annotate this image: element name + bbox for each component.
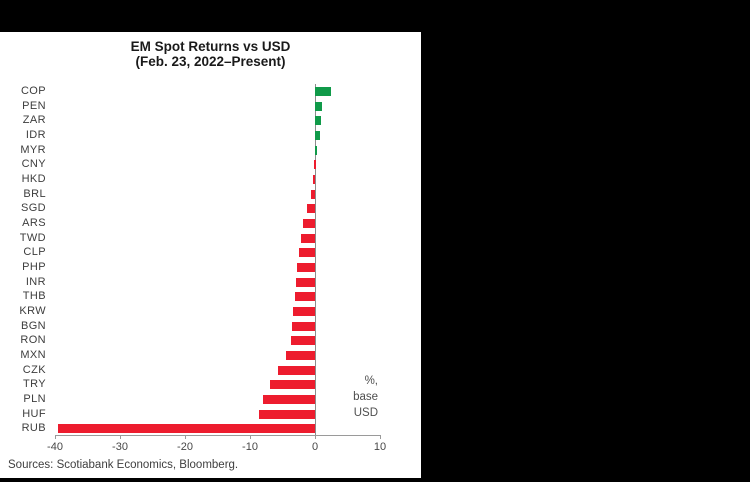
y-axis-label: TRY [22, 378, 46, 391]
plot-area: %, base USD -40 -30 -20 -10 0 10 [47, 84, 386, 453]
y-axis-label: SGD [20, 202, 46, 215]
x-axis-tick-label: -30 [112, 441, 128, 453]
y-axis-label: PLN [23, 392, 46, 405]
x-axis-tick-label: -10 [242, 441, 258, 453]
y-axis-label: KRW [19, 304, 46, 317]
y-axis-label: BGN [20, 319, 46, 332]
y-axis-label: ARS [22, 216, 46, 229]
bar-php [297, 262, 315, 272]
y-axis-label: CZK [22, 363, 46, 376]
annotation-line: %, [364, 374, 378, 387]
chart-title: EM Spot Returns vs USD [130, 39, 291, 54]
bar-huf [259, 409, 315, 419]
annotation-line: base [353, 390, 378, 403]
y-axis-label: PEN [22, 99, 46, 112]
y-axis-label: RUB [21, 422, 46, 435]
y-axis-label: MYR [20, 143, 46, 156]
zero-line [315, 84, 316, 435]
y-axis-label: HUF [22, 407, 46, 420]
x-axis-tick [120, 435, 121, 439]
bar-myr [315, 145, 317, 155]
bar-hkd [313, 174, 315, 184]
bar-krw [292, 306, 315, 316]
x-axis-tick [315, 435, 316, 439]
bar-rub [58, 424, 315, 434]
y-axis-label: TWD [19, 231, 46, 244]
units-annotation: %, base USD [353, 373, 378, 421]
bar-thb [294, 292, 315, 302]
y-axis-label: CNY [21, 158, 46, 171]
annotation-line: USD [353, 406, 378, 419]
x-axis-tick-label: 0 [311, 441, 319, 453]
bar-cny [314, 160, 316, 170]
chart-panel: EM Spot Returns vs USD (Feb. 23, 2022–Pr… [0, 32, 421, 478]
bar-pln [263, 394, 315, 404]
y-axis-label: CLP [23, 246, 46, 259]
bar-ron [290, 336, 315, 346]
bar-try [269, 380, 315, 390]
bar-clp [299, 248, 315, 258]
source-note: Sources: Scotiabank Economics, Bloomberg… [8, 459, 239, 471]
bar-twd [300, 233, 315, 243]
bar-czk [277, 365, 315, 375]
x-axis-tick-label: -20 [177, 441, 193, 453]
y-axis-label: IDR [25, 128, 46, 141]
y-axis-label: COP [20, 84, 46, 97]
y-axis-label: INR [25, 275, 46, 288]
y-axis-label: ZAR [22, 114, 46, 127]
y-axis-label: PHP [22, 260, 46, 273]
bar-bgn [292, 321, 315, 331]
bar-sgd [306, 204, 315, 214]
y-axis-label: HKD [21, 172, 46, 185]
y-axis-label: THB [22, 290, 46, 303]
x-axis-tick-label: -40 [47, 441, 63, 453]
bar-zar [315, 116, 321, 126]
x-axis-tick [55, 435, 56, 439]
bar-cop [315, 86, 332, 96]
y-axis-label: BRL [23, 187, 46, 200]
x-axis-tick [380, 435, 381, 439]
bar-idr [315, 130, 321, 140]
bar-ars [303, 218, 315, 228]
bar-pen [315, 101, 322, 111]
x-axis-tick-label: 10 [373, 441, 387, 453]
y-axis-label: RON [20, 334, 46, 347]
y-axis: COP PEN ZAR IDR MYR CNY HKD BRL SGD ARS TWD CLP PHP I… [0, 84, 46, 436]
x-axis-tick [185, 435, 186, 439]
bar-mxn [286, 350, 315, 360]
bar-inr [296, 277, 315, 287]
chart-subtitle: (Feb. 23, 2022–Present) [135, 54, 286, 69]
x-axis-tick [250, 435, 251, 439]
bar-brl [311, 189, 315, 199]
y-axis-label: MXN [20, 348, 46, 361]
